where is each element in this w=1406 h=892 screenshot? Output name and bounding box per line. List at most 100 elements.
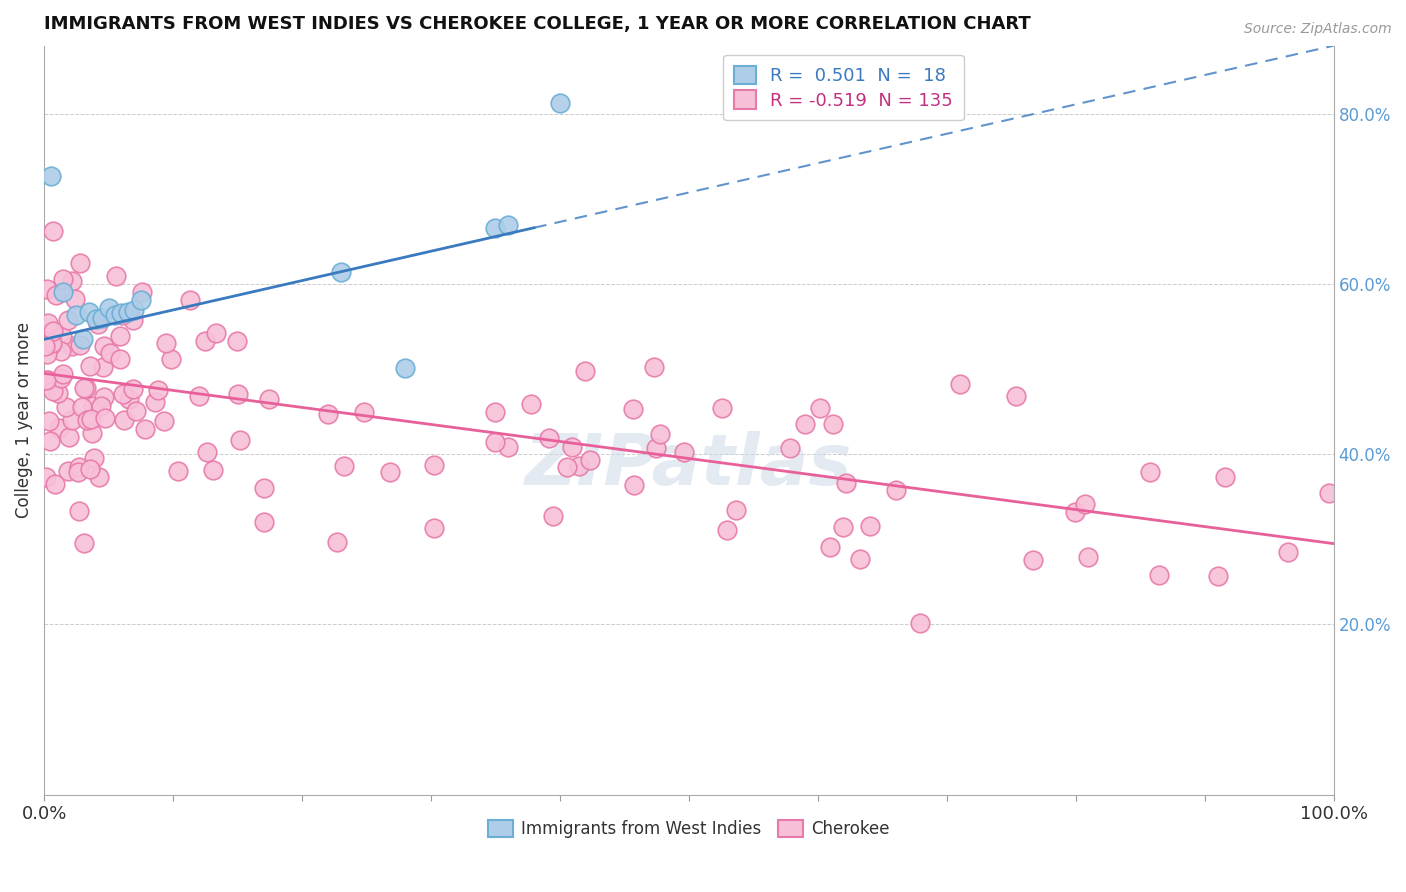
Point (58, 430, 80, 444)
Point (793, 417, 815, 432)
Point (46, 385, 69, 400)
Point (835, 475, 858, 490)
Y-axis label: College, 1 year or more: College, 1 year or more (15, 322, 32, 518)
Point (48, 421, 70, 435)
Point (1077, 550, 1099, 565)
Point (124, 303, 146, 318)
Point (35, 347, 58, 361)
Point (104, 268, 127, 283)
Point (195, 444, 218, 458)
Point (89, 470, 111, 484)
Point (131, 285, 153, 299)
Point (37, 282, 59, 296)
Point (104, 308, 127, 322)
Point (188, 389, 211, 403)
Point (42, 384, 65, 399)
Point (484, 221, 506, 235)
Point (51, 329, 73, 343)
Point (73, 536, 96, 550)
Point (498, 218, 520, 232)
Point (86, 317, 108, 331)
Point (79, 359, 101, 373)
Point (83, 451, 105, 466)
Point (35, 469, 58, 483)
Point (65, 308, 87, 322)
Point (91, 360, 114, 375)
Point (82, 399, 104, 413)
Point (55, 400, 77, 414)
Point (1022, 553, 1045, 567)
Point (229, 434, 252, 448)
Point (1149, 567, 1171, 582)
Point (623, 477, 645, 491)
Legend: Immigrants from West Indies, Cherokee: Immigrants from West Indies, Cherokee (479, 812, 898, 847)
Point (821, 417, 844, 432)
Point (643, 359, 665, 374)
Point (648, 427, 671, 442)
Point (484, 434, 506, 449)
Point (672, 445, 695, 459)
Point (318, 407, 340, 421)
Point (574, 364, 596, 378)
Point (108, 329, 131, 343)
Point (51, 343, 73, 358)
Point (353, 405, 375, 419)
Point (1073, 497, 1095, 511)
Point (1005, 389, 1028, 403)
Point (548, 95, 571, 110)
Point (34, 339, 56, 353)
Point (725, 503, 748, 517)
Point (155, 335, 177, 350)
Point (226, 386, 249, 401)
Point (153, 414, 176, 428)
Point (520, 397, 543, 411)
Point (42, 224, 65, 238)
Point (378, 465, 401, 479)
Point (253, 481, 276, 495)
Point (623, 401, 645, 416)
Point (859, 519, 882, 533)
Point (56, 464, 79, 478)
Point (98, 345, 121, 359)
Point (52, 285, 75, 300)
Point (69, 256, 91, 270)
Point (257, 392, 280, 406)
Point (561, 440, 583, 454)
Point (42, 324, 65, 338)
Point (45, 288, 67, 302)
Point (1277, 545, 1299, 559)
Point (134, 422, 156, 436)
Point (60, 339, 83, 353)
Point (112, 413, 135, 427)
Point (72, 332, 94, 346)
Point (97, 301, 120, 315)
Point (52, 367, 75, 381)
Point (179, 293, 201, 307)
Point (125, 404, 148, 418)
Point (37, 373, 59, 387)
Point (818, 540, 841, 554)
Point (194, 334, 217, 349)
Point (110, 306, 132, 320)
Point (112, 386, 135, 401)
Point (423, 521, 446, 535)
Point (326, 534, 349, 549)
Point (79, 412, 101, 426)
Point (1213, 470, 1236, 484)
Point (537, 431, 560, 445)
Point (122, 383, 145, 397)
Point (205, 326, 228, 341)
Point (38, 414, 60, 428)
Point (73, 381, 96, 395)
Point (67, 459, 90, 474)
Point (39, 434, 62, 448)
Point (779, 441, 801, 455)
Point (808, 401, 831, 415)
Point (69, 338, 91, 352)
Point (39, 338, 62, 352)
Point (60, 413, 83, 427)
Point (58, 313, 80, 327)
Point (79, 462, 101, 476)
Point (202, 463, 225, 477)
Point (118, 392, 141, 406)
